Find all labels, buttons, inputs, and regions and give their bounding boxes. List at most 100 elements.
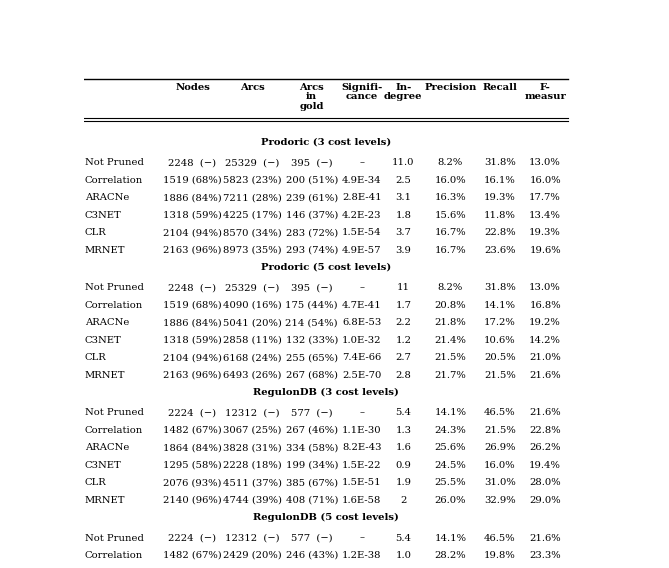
Text: 214 (54%): 214 (54%)	[286, 318, 338, 327]
Text: 24.5%: 24.5%	[435, 461, 466, 470]
Text: 0.9: 0.9	[395, 461, 411, 470]
Text: 4744 (39%): 4744 (39%)	[223, 496, 282, 505]
Text: 46.5%: 46.5%	[484, 408, 516, 417]
Text: 31.8%: 31.8%	[484, 158, 516, 167]
Text: ARACNe: ARACNe	[85, 193, 129, 202]
Text: 2224  (−): 2224 (−)	[169, 408, 217, 417]
Text: 246 (43%): 246 (43%)	[286, 551, 338, 560]
Text: 2429 (20%): 2429 (20%)	[223, 551, 282, 560]
Text: 14.1%: 14.1%	[434, 408, 466, 417]
Text: 19.4%: 19.4%	[529, 461, 561, 470]
Text: 21.5%: 21.5%	[484, 371, 516, 380]
Text: Not Pruned: Not Pruned	[85, 283, 144, 293]
Text: 334 (58%): 334 (58%)	[286, 444, 338, 453]
Text: 10.6%: 10.6%	[484, 336, 516, 345]
Text: cance: cance	[346, 92, 378, 101]
Text: Arcs: Arcs	[300, 82, 324, 91]
Text: 4225 (17%): 4225 (17%)	[223, 211, 282, 220]
Text: 4.9E-34: 4.9E-34	[342, 176, 381, 185]
Text: 21.8%: 21.8%	[435, 318, 466, 327]
Text: 25.6%: 25.6%	[435, 444, 466, 453]
Text: 13.0%: 13.0%	[529, 158, 561, 167]
Text: 22.8%: 22.8%	[484, 228, 516, 237]
Text: 395  (−): 395 (−)	[291, 158, 332, 167]
Text: Nodes: Nodes	[175, 82, 210, 91]
Text: 239 (61%): 239 (61%)	[286, 193, 338, 202]
Text: ARACNe: ARACNe	[85, 444, 129, 453]
Text: 20.5%: 20.5%	[484, 353, 516, 362]
Text: 5.4: 5.4	[395, 408, 411, 417]
Text: 2858 (11%): 2858 (11%)	[223, 336, 282, 345]
Text: 2248  (−): 2248 (−)	[169, 158, 217, 167]
Text: 11: 11	[397, 283, 410, 293]
Text: 1295 (58%): 1295 (58%)	[163, 461, 222, 470]
Text: ARACNe: ARACNe	[85, 318, 129, 327]
Text: Prodoric (5 cost levels): Prodoric (5 cost levels)	[261, 262, 391, 272]
Text: –: –	[359, 158, 365, 167]
Text: CLR: CLR	[85, 478, 106, 487]
Text: gold: gold	[300, 102, 324, 111]
Text: 16.0%: 16.0%	[484, 461, 516, 470]
Text: 1.2E-38: 1.2E-38	[342, 551, 381, 560]
Text: 8570 (34%): 8570 (34%)	[223, 228, 282, 237]
Text: 16.3%: 16.3%	[435, 193, 466, 202]
Text: 21.6%: 21.6%	[529, 533, 561, 542]
Text: 12312  (−): 12312 (−)	[225, 408, 280, 417]
Text: 3828 (31%): 3828 (31%)	[223, 444, 282, 453]
Text: 25329  (−): 25329 (−)	[225, 283, 280, 293]
Text: 4090 (16%): 4090 (16%)	[223, 301, 282, 310]
Text: 16.1%: 16.1%	[484, 176, 516, 185]
Text: 385 (67%): 385 (67%)	[286, 478, 338, 487]
Text: 21.6%: 21.6%	[529, 371, 561, 380]
Text: 13.4%: 13.4%	[529, 211, 561, 220]
Text: 4.2E-23: 4.2E-23	[342, 211, 381, 220]
Text: RegulonDB (5 cost levels): RegulonDB (5 cost levels)	[253, 512, 399, 521]
Text: –: –	[359, 533, 365, 542]
Text: 1864 (84%): 1864 (84%)	[163, 444, 222, 453]
Text: in: in	[306, 92, 317, 101]
Text: 21.5%: 21.5%	[484, 426, 516, 435]
Text: Correlation: Correlation	[85, 301, 143, 310]
Text: 2.2: 2.2	[395, 318, 411, 327]
Text: 19.8%: 19.8%	[484, 551, 516, 560]
Text: Prodoric (3 cost levels): Prodoric (3 cost levels)	[261, 137, 391, 147]
Text: 21.5%: 21.5%	[435, 353, 466, 362]
Text: 19.2%: 19.2%	[529, 318, 561, 327]
Text: 17.7%: 17.7%	[529, 193, 561, 202]
Text: 1519 (68%): 1519 (68%)	[163, 176, 222, 185]
Text: 26.9%: 26.9%	[484, 444, 515, 453]
Text: 1.5E-51: 1.5E-51	[342, 478, 381, 487]
Text: 5.4: 5.4	[395, 533, 411, 542]
Text: 395  (−): 395 (−)	[291, 283, 332, 293]
Text: 1.7: 1.7	[395, 301, 411, 310]
Text: Correlation: Correlation	[85, 426, 143, 435]
Text: 1318 (59%): 1318 (59%)	[163, 336, 222, 345]
Text: 2140 (96%): 2140 (96%)	[163, 496, 222, 505]
Text: 8.2%: 8.2%	[438, 158, 463, 167]
Text: MRNET: MRNET	[85, 371, 125, 380]
Text: 32.9%: 32.9%	[484, 496, 516, 505]
Text: 19.3%: 19.3%	[529, 228, 561, 237]
Text: 1.9: 1.9	[395, 478, 411, 487]
Text: 1.6: 1.6	[395, 444, 411, 453]
Text: MRNET: MRNET	[85, 246, 125, 254]
Text: Signifi-: Signifi-	[341, 82, 383, 91]
Text: 1.5E-54: 1.5E-54	[342, 228, 381, 237]
Text: measur: measur	[524, 92, 566, 101]
Text: 283 (72%): 283 (72%)	[286, 228, 338, 237]
Text: 2076 (93%): 2076 (93%)	[163, 478, 221, 487]
Text: 1.6E-58: 1.6E-58	[342, 496, 381, 505]
Text: 5041 (20%): 5041 (20%)	[223, 318, 282, 327]
Text: 2.5: 2.5	[395, 176, 411, 185]
Text: 16.0%: 16.0%	[529, 176, 561, 185]
Text: Recall: Recall	[482, 82, 517, 91]
Text: 1.3: 1.3	[395, 426, 411, 435]
Text: 15.6%: 15.6%	[435, 211, 466, 220]
Text: 1886 (84%): 1886 (84%)	[163, 318, 222, 327]
Text: 11.8%: 11.8%	[484, 211, 516, 220]
Text: Correlation: Correlation	[85, 176, 143, 185]
Text: C3NET: C3NET	[85, 461, 121, 470]
Text: 6.8E-53: 6.8E-53	[342, 318, 381, 327]
Text: 3.1: 3.1	[395, 193, 411, 202]
Text: 199 (34%): 199 (34%)	[286, 461, 338, 470]
